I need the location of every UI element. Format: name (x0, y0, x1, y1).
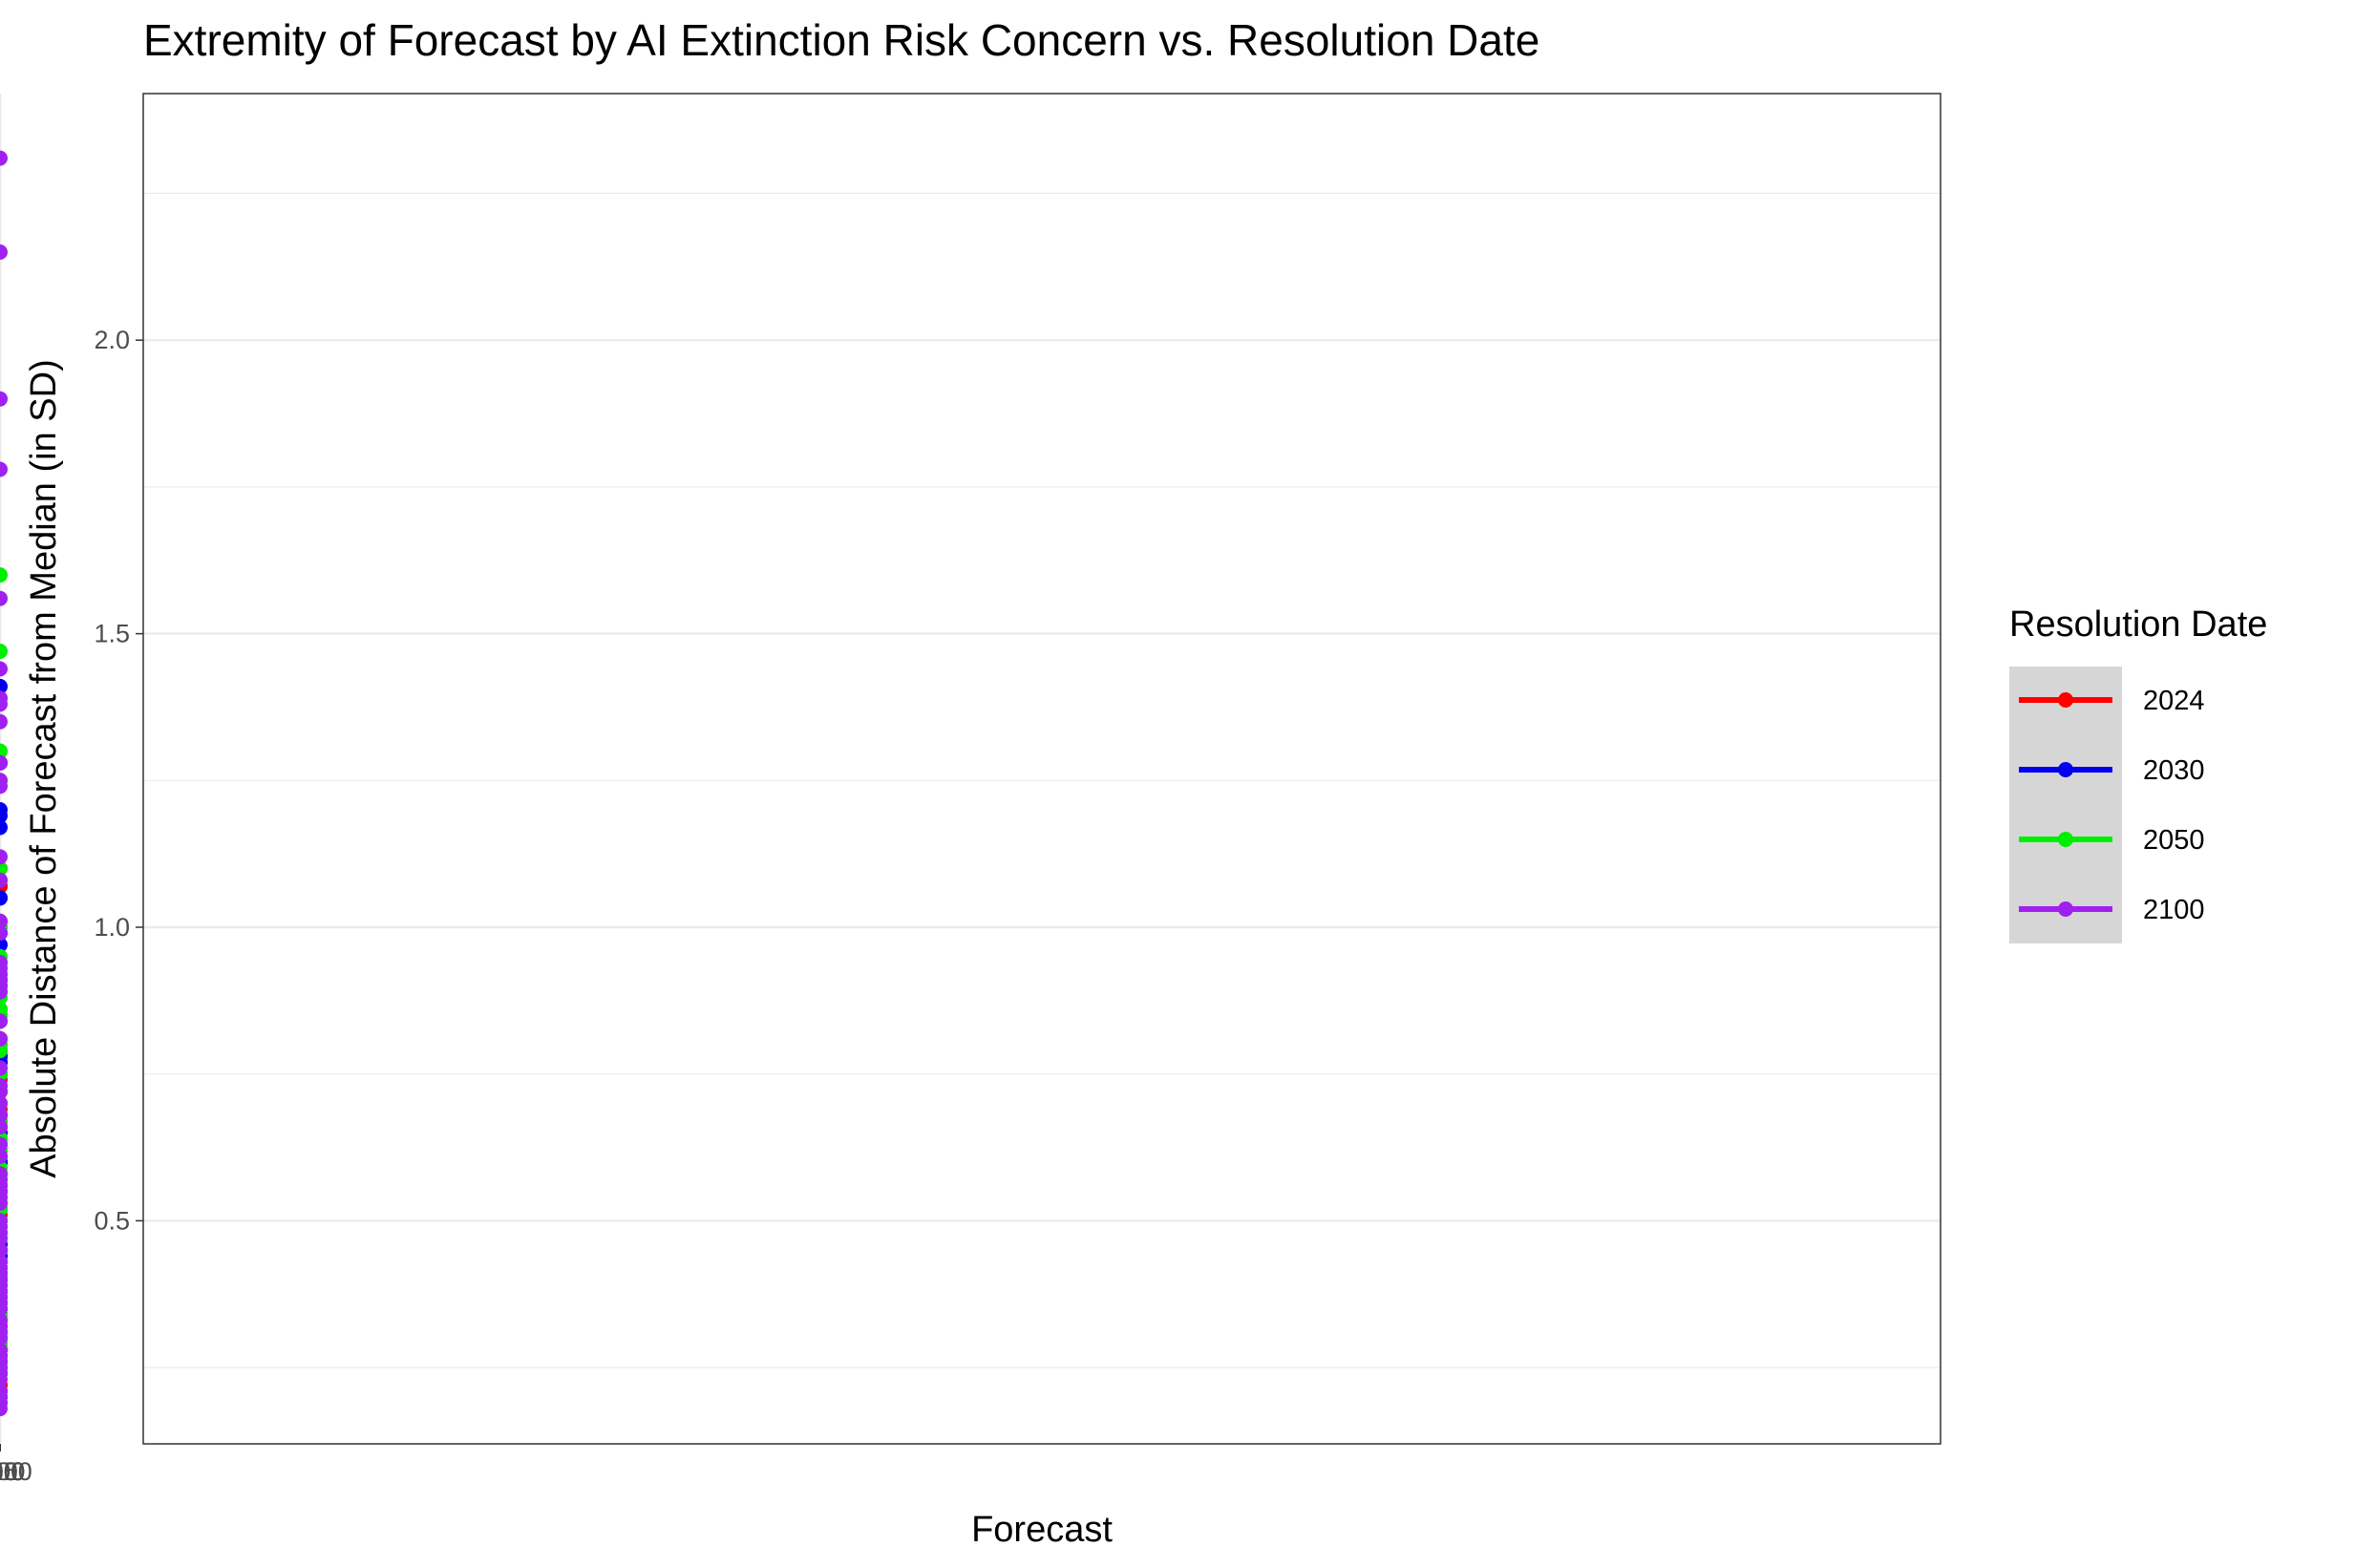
x-tick-label: 1.0 (0, 1457, 18, 1486)
point-2100 (0, 590, 8, 606)
legend-title: Resolution Date (2009, 604, 2267, 645)
point-2100 (0, 872, 8, 888)
y-axis-title: Absolute Distance of Forecast from Media… (24, 359, 64, 1177)
x-tick-label: 50.0 (0, 1457, 25, 1486)
point-2030 (0, 819, 8, 836)
point-2030 (0, 937, 8, 953)
point-2100 (0, 1095, 8, 1112)
point-2100 (0, 1301, 8, 1317)
grid (0, 94, 1941, 1444)
y-tick-label: 0.5 (94, 1206, 130, 1235)
point-2100 (0, 1189, 8, 1205)
x-axis-title: Forecast (971, 1510, 1113, 1550)
plot-border (142, 93, 1941, 1445)
y-tick-label: 1.0 (94, 913, 130, 942)
point-2100 (0, 1260, 8, 1276)
point-2050 (0, 743, 8, 759)
legend-key-point-2050 (2058, 832, 2073, 847)
legend: Resolution Date 2024 2030 2050 2100 (2009, 604, 2267, 943)
point-2050 (0, 644, 8, 659)
point-2100 (0, 925, 8, 942)
point-2100 (0, 984, 8, 1000)
legend-key-point-2100 (2058, 901, 2073, 917)
point-2100 (0, 713, 8, 730)
point-2100 (0, 1013, 8, 1029)
legend-key-point-2030 (2058, 762, 2073, 777)
plot-panel (143, 94, 1941, 1444)
point-2100 (0, 461, 8, 477)
point-2100 (0, 1148, 8, 1164)
point-2100 (0, 1324, 8, 1341)
x-tick-label: 10.0 (0, 1457, 25, 1486)
point-2100 (0, 1271, 8, 1287)
point-2100 (0, 778, 8, 795)
legend-label-2024: 2024 (2143, 686, 2205, 716)
point-2100 (0, 954, 8, 970)
point-2050 (0, 860, 8, 877)
data-points (0, 150, 8, 1417)
point-2100 (0, 391, 8, 407)
y-tick-label: 2.0 (94, 326, 130, 354)
point-2030 (0, 802, 8, 817)
legend-key-point-2024 (2058, 692, 2073, 708)
point-2100 (0, 244, 8, 260)
point-2100 (0, 1107, 8, 1123)
point-2100 (0, 913, 8, 929)
point-2100 (0, 1136, 8, 1153)
x-tick-label: 75.0 (0, 1457, 25, 1486)
legend-key-background (2009, 667, 2122, 943)
point-2100 (0, 1388, 8, 1405)
point-2100 (0, 1166, 8, 1182)
y-axis-ticks: 0.5 1.0 1.5 2.0 (94, 326, 143, 1235)
point-2100 (0, 1030, 8, 1047)
point-2100 (0, 1230, 8, 1246)
x-tick-label: 25.0 (0, 1457, 25, 1486)
point-2100 (0, 972, 8, 988)
x-tick-label: 0.5 (0, 1457, 18, 1486)
x-tick-label: 100.0 (0, 1457, 32, 1486)
point-2100 (0, 1084, 8, 1100)
point-2100 (0, 1360, 8, 1376)
point-2100 (0, 1283, 8, 1300)
point-2030 (0, 890, 8, 906)
point-2100 (0, 849, 8, 865)
point-2100 (0, 754, 8, 771)
chart-title: Extremity of Forecast by AI Extinction R… (143, 15, 1539, 65)
x-tick-label: 0.0 (0, 1457, 18, 1486)
x-axis-ticks: 0.00.51.010.025.050.075.0100.0 (0, 1444, 32, 1486)
legend-label-2050: 2050 (2143, 825, 2205, 856)
point-2050 (0, 567, 8, 583)
point-2100 (0, 1242, 8, 1259)
point-2030 (0, 678, 8, 694)
point-2100 (0, 1060, 8, 1076)
point-2050 (0, 1002, 8, 1018)
point-2100 (0, 150, 8, 166)
point-2050 (0, 1043, 8, 1059)
point-2100 (0, 661, 8, 677)
legend-label-2030: 2030 (2143, 755, 2205, 786)
point-2100 (0, 1119, 8, 1134)
legend-label-2100: 2100 (2143, 895, 2205, 925)
point-2100 (0, 690, 8, 707)
point-2100 (0, 1213, 8, 1229)
point-2100 (0, 1312, 8, 1328)
y-tick-label: 1.5 (94, 620, 130, 648)
